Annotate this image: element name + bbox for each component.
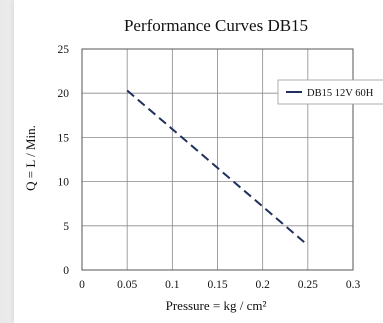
legend: DB15 12V 60H bbox=[277, 79, 383, 105]
legend-label: DB15 12V 60H bbox=[307, 88, 374, 99]
chart-title: Performance Curves DB15 bbox=[124, 16, 308, 35]
x-tick-label: 0.2 bbox=[255, 279, 270, 291]
y-tick-label: 0 bbox=[63, 265, 69, 277]
x-tick-label: 0.15 bbox=[207, 279, 227, 291]
x-tick-label: 0.3 bbox=[346, 279, 361, 291]
x-tick-label: 0 bbox=[79, 279, 85, 291]
y-tick-label: 20 bbox=[58, 88, 70, 100]
series-line bbox=[126, 89, 309, 246]
x-tick-label: 0.1 bbox=[165, 279, 180, 291]
plot-frame bbox=[81, 48, 354, 271]
x-tick-label: 0.05 bbox=[117, 279, 137, 291]
grid-lines bbox=[82, 49, 353, 270]
series-lines bbox=[126, 89, 309, 246]
y-tick-label: 5 bbox=[63, 221, 69, 233]
x-axis-label: Pressure = kg / cm² bbox=[166, 298, 267, 313]
y-axis-label: Q = L / Min. bbox=[23, 125, 38, 191]
y-tick-label: 15 bbox=[58, 132, 70, 144]
y-tick-label: 25 bbox=[58, 44, 70, 56]
x-tick-labels: 0 0.05 0.1 0.15 0.2 0.25 0.3 bbox=[79, 279, 360, 291]
x-tick-label: 0.25 bbox=[298, 279, 318, 291]
y-tick-labels: 0 5 10 15 20 25 bbox=[58, 44, 70, 277]
y-tick-label: 10 bbox=[58, 177, 70, 189]
